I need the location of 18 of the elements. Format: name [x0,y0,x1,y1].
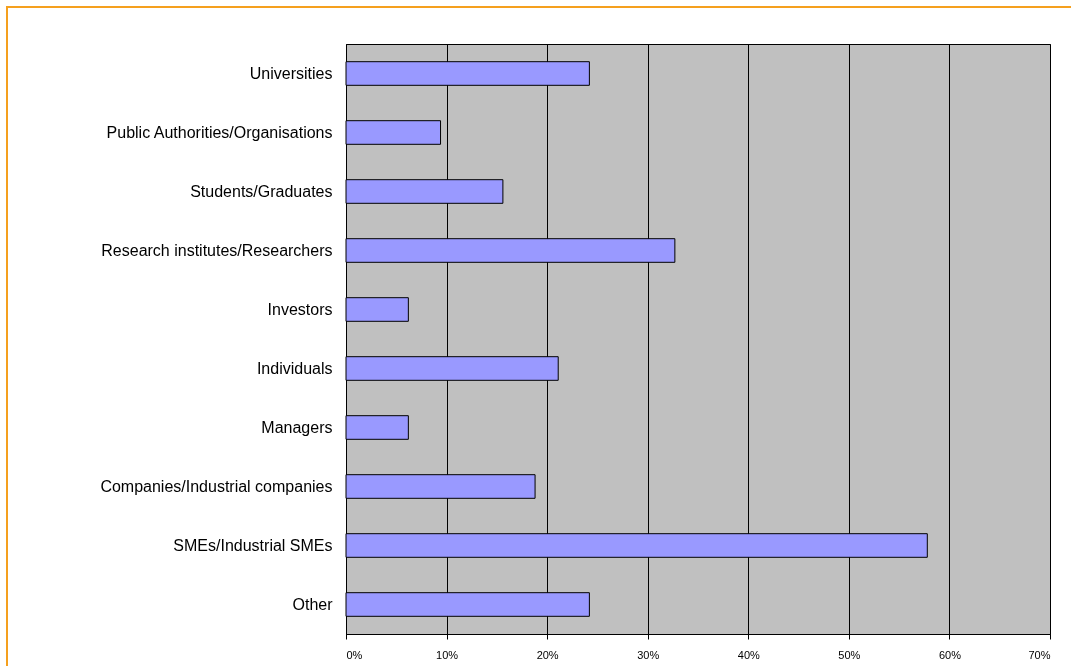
y-tick-label: Investors [267,300,333,318]
x-tick-label: 10% [436,648,459,661]
y-tick-label: Individuals [256,359,333,377]
x-tick-label: 0% [346,648,363,661]
y-tick-label: Research institutes/Researchers [101,241,333,259]
x-tick-label: 50% [838,648,861,661]
y-tick-label: Managers [261,418,333,436]
y-tick-label: Universities [249,64,333,82]
y-tick-label: Public Authorities/Organisations [106,123,333,141]
x-tick-label: 60% [938,648,962,661]
x-tick-label: 70% [1028,648,1051,661]
y-tick-label: Other [292,595,334,613]
x-tick-label: 30% [637,648,660,661]
y-tick-label: Companies/Industrial companies [100,477,333,495]
y-tick-label: Students/Graduates [190,182,333,200]
x-tick-label: 40% [737,648,761,661]
x-tick-label: 20% [536,648,559,661]
y-tick-label: SMEs/Industrial SMEs [173,536,333,554]
